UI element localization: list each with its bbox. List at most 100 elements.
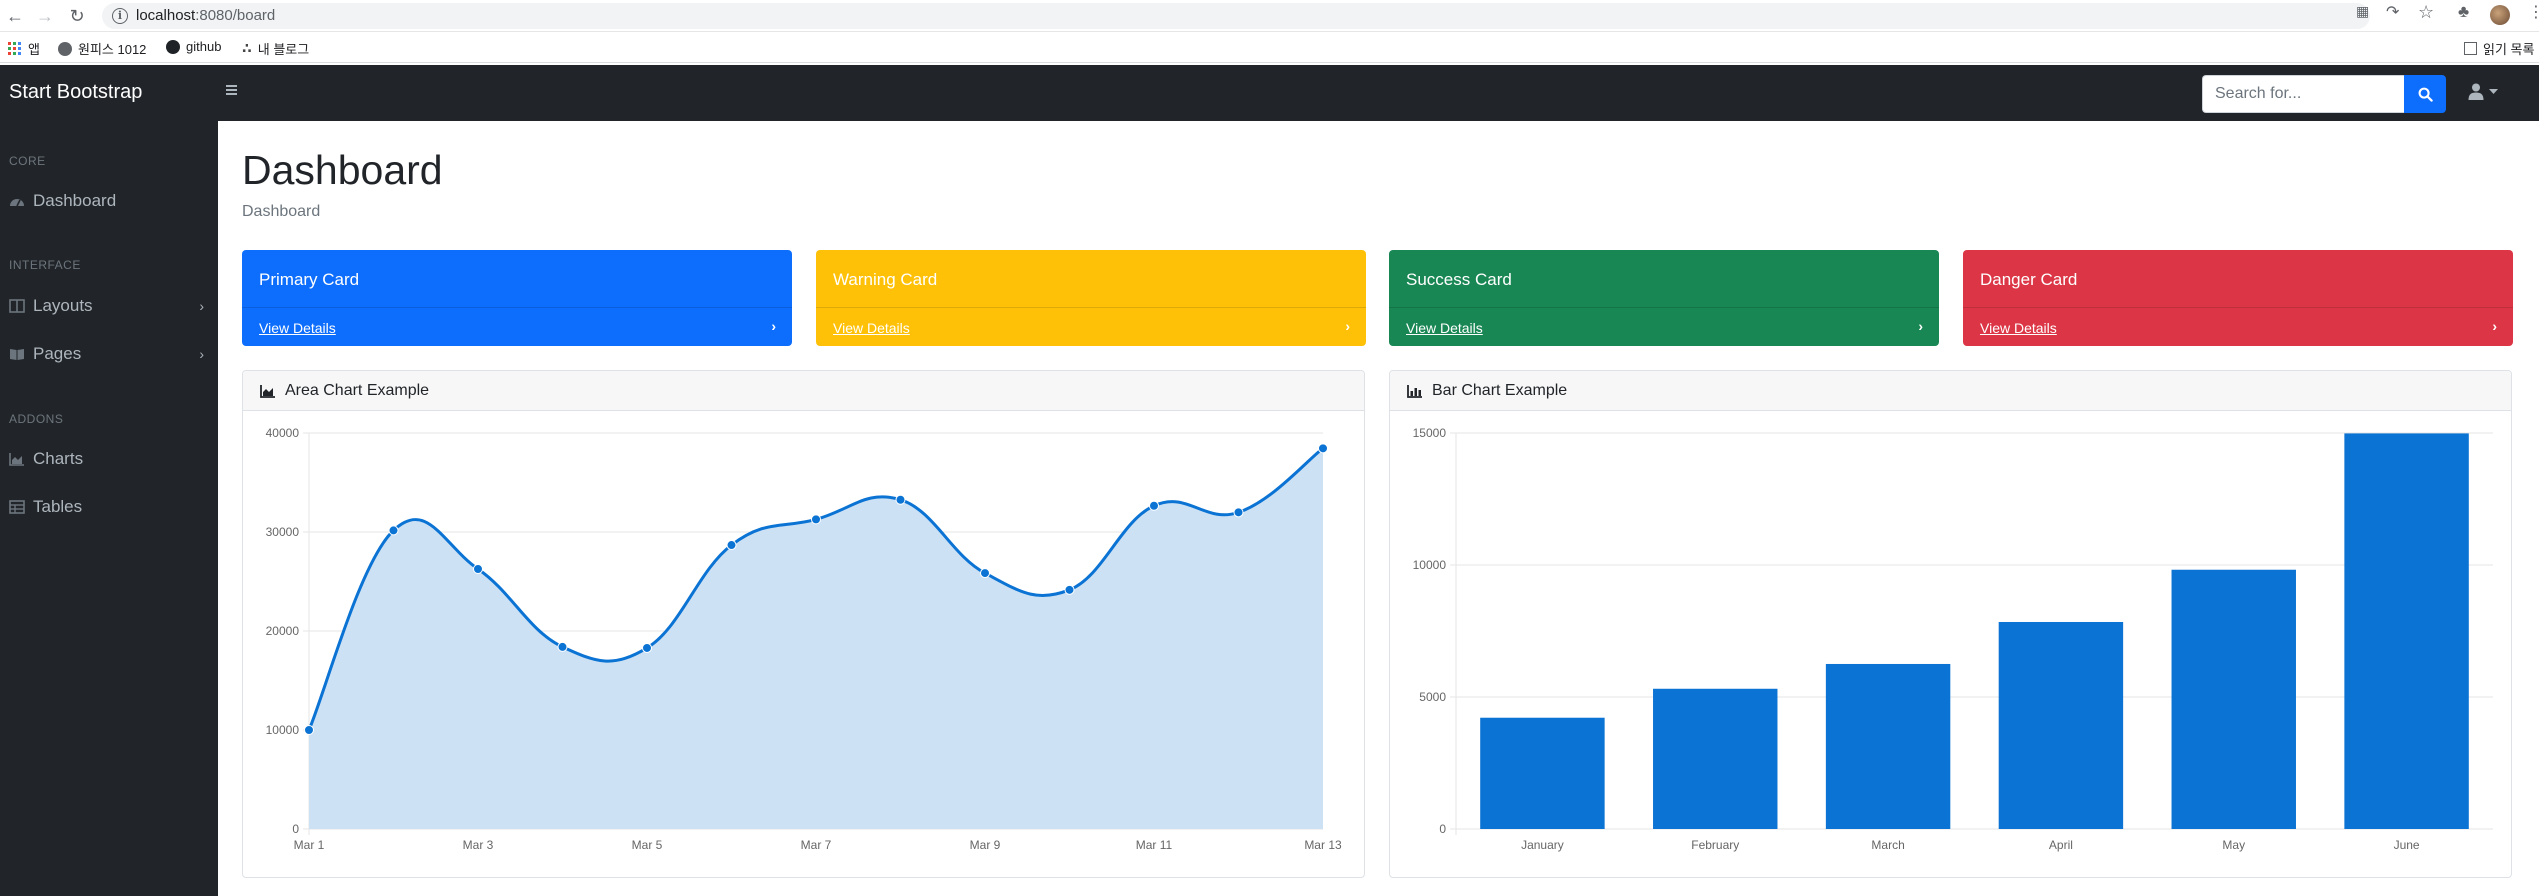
card-footer: View Details › — [1389, 307, 1939, 346]
area-fill — [309, 448, 1323, 829]
data-point — [980, 568, 990, 579]
chevron-right-icon: › — [1345, 318, 1350, 334]
data-point — [557, 641, 568, 652]
x-tick-label: Mar 9 — [970, 838, 1001, 852]
view-details-link[interactable]: View Details — [1406, 320, 1483, 336]
data-point — [473, 563, 483, 574]
chart-area-icon — [9, 453, 24, 466]
columns-icon — [9, 299, 25, 313]
breadcrumb: Dashboard — [242, 203, 321, 220]
sidebar-heading-interface: INTERFACE — [9, 258, 81, 272]
bar — [2344, 433, 2469, 829]
bar-chart: 0 5000 10000 15000 January February March April… — [1413, 426, 2493, 852]
x-tick-label: Mar 5 — [632, 838, 663, 852]
reload-icon[interactable]: ↻ — [69, 6, 85, 26]
x-tick-label: Mar 1 — [294, 838, 325, 852]
url-text: localhost:8080/board — [136, 7, 276, 24]
profile-avatar[interactable] — [2490, 5, 2510, 25]
y-tick-label: 5000 — [1419, 690, 1446, 704]
reading-list-icon — [2464, 42, 2477, 55]
card-title: Primary Card — [259, 270, 360, 289]
data-point — [304, 725, 314, 735]
reading-list[interactable]: 읽기 목록 — [2464, 39, 2534, 58]
y-tick-label: 0 — [292, 822, 299, 836]
blog-icon: ∴ — [242, 40, 252, 56]
search-form — [2202, 75, 2446, 113]
share-icon[interactable]: ↷ — [2386, 4, 2400, 21]
info-icon[interactable]: i — [112, 8, 128, 24]
browser-toolbar: ← → ↻ i localhost:8080/board ▦ ↷ ☆ ♣ ⋮ — [0, 0, 2539, 32]
data-point — [1149, 500, 1159, 511]
area-chart-card: Area Chart Example 0 10000 20000 30000 40000… — [242, 370, 1365, 878]
forward-arrow-icon[interactable]: → — [36, 6, 54, 26]
page-title: Dashboard — [242, 147, 443, 193]
x-tick-label: Mar 11 — [1136, 838, 1173, 852]
bookmarks-bar: 앱 원피스 1012 github ∴ 내 블로그 읽기 목록 — [0, 33, 2539, 63]
search-icon — [2418, 87, 2433, 102]
bar — [2171, 569, 2296, 829]
data-point — [1233, 507, 1244, 518]
bar — [1653, 688, 1778, 829]
chevron-right-icon: › — [199, 298, 204, 314]
y-tick-label: 15000 — [1413, 426, 1447, 440]
area-chart: 0 10000 20000 30000 40000 Mar 1 Mar 3 Mar 5 Mar … — [266, 426, 1342, 852]
data-point — [1318, 443, 1328, 454]
chevron-right-icon: › — [199, 346, 204, 362]
x-tick-label: Mar 13 — [1304, 838, 1342, 852]
chevron-right-icon: › — [771, 318, 776, 334]
brand-logo[interactable]: Start Bootstrap — [9, 81, 143, 103]
card-title: Success Card — [1406, 270, 1512, 289]
back-arrow-icon[interactable]: ← — [6, 6, 24, 26]
search-button[interactable] — [2404, 75, 2446, 113]
data-point — [811, 514, 821, 525]
main-content: Dashboard Dashboard Primary Card View De… — [218, 121, 2539, 896]
table-icon — [9, 500, 25, 514]
sidebar: CORE Dashboard INTERFACE Layouts › Pages… — [0, 121, 218, 896]
book-open-icon — [10, 349, 24, 360]
bar-chart-card: Bar Chart Example 0 5000 10000 15000 January… — [1389, 370, 2512, 878]
card-title: Warning Card — [833, 270, 938, 289]
y-tick-label: 40000 — [266, 426, 300, 440]
card-title: Danger Card — [1980, 270, 2078, 289]
y-tick-label: 10000 — [1413, 558, 1447, 572]
view-details-link[interactable]: View Details — [1980, 320, 2057, 336]
card-header: Area Chart Example — [243, 371, 1364, 411]
translate-icon[interactable]: ▦ — [2356, 3, 2370, 19]
bookmark-apps[interactable]: 앱 — [8, 39, 40, 58]
sidebar-item-label: Tables — [33, 497, 83, 516]
bookmark-github[interactable]: github — [166, 39, 221, 54]
primary-card: Primary Card View Details › — [242, 250, 792, 346]
view-details-link[interactable]: View Details — [833, 320, 910, 336]
x-tick-label: February — [1691, 838, 1739, 852]
globe-icon — [58, 41, 72, 56]
sidebar-item-pages[interactable]: Pages › — [0, 336, 218, 372]
sidebar-heading-core: CORE — [9, 154, 46, 168]
chart-title: Area Chart Example — [285, 381, 430, 399]
view-details-link[interactable]: View Details — [259, 320, 336, 336]
sidebar-item-charts[interactable]: Charts — [0, 441, 218, 477]
bookmark-onepiece[interactable]: 원피스 1012 — [58, 39, 146, 58]
github-icon — [166, 39, 180, 54]
bookmark-blog[interactable]: ∴ 내 블로그 — [242, 40, 310, 57]
sidebar-toggle-button[interactable] — [224, 79, 244, 101]
user-dropdown[interactable] — [2468, 83, 2498, 100]
data-point — [1064, 584, 1075, 595]
search-input[interactable] — [2202, 75, 2404, 113]
sidebar-item-layouts[interactable]: Layouts › — [0, 288, 218, 324]
data-point — [642, 642, 652, 653]
bookmark-star-icon[interactable]: ☆ — [2418, 2, 2435, 22]
x-tick-label: Mar 3 — [463, 838, 494, 852]
address-bar[interactable]: i localhost:8080/board ▦ — [102, 3, 2370, 29]
chart-area-icon — [260, 384, 275, 398]
x-tick-label: June — [2394, 838, 2420, 852]
more-vert-icon[interactable]: ⋮ — [2528, 4, 2539, 21]
y-tick-label: 0 — [1439, 822, 1446, 836]
sidebar-heading-addons: ADDONS — [9, 412, 64, 426]
caret-down-icon — [2489, 88, 2498, 94]
extensions-puzzle-icon[interactable]: ♣ — [2458, 2, 2470, 21]
top-navbar: Start Bootstrap — [0, 65, 2539, 121]
sidebar-item-tables[interactable]: Tables — [0, 489, 218, 525]
sidebar-item-dashboard[interactable]: Dashboard — [0, 183, 218, 219]
chevron-right-icon: › — [2492, 318, 2497, 334]
user-icon — [2468, 83, 2484, 100]
